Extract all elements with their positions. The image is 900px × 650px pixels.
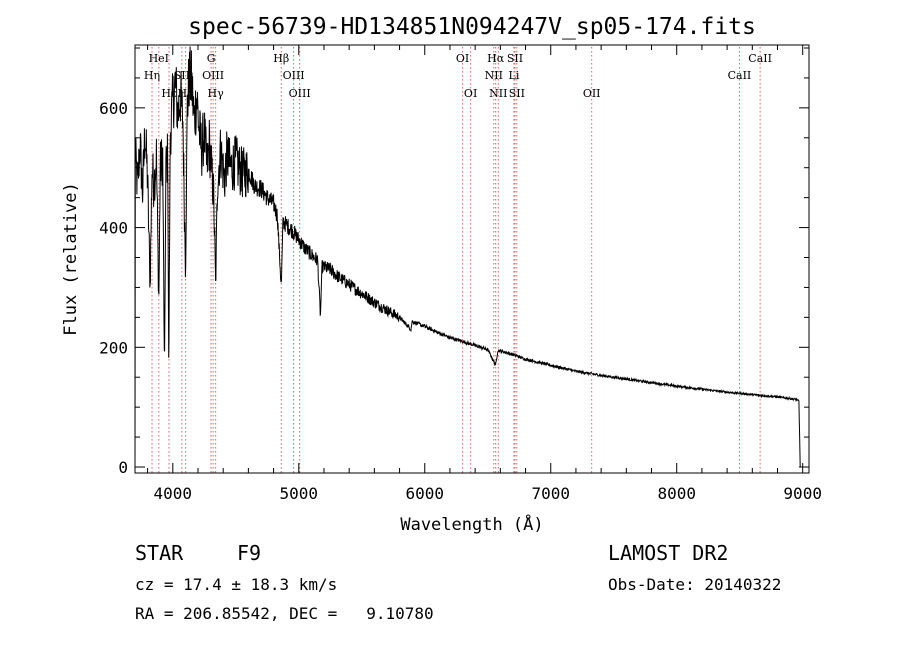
y-axis: 0 200 400 600 bbox=[99, 47, 809, 477]
y-tick-label: 0 bbox=[118, 458, 128, 477]
line-labels: HηHeIHεSIIHδGOIIIHγHβOIIIOIIIOIOINIIHαNI… bbox=[144, 52, 772, 100]
spectral-line-label: OI bbox=[456, 52, 469, 65]
object-class: STAR bbox=[135, 541, 184, 565]
spectral-line-label: NII bbox=[485, 69, 503, 82]
line-markers bbox=[151, 47, 761, 473]
spectral-line-label: CaII bbox=[748, 52, 772, 65]
x-tick-label: 7000 bbox=[531, 484, 570, 503]
spectral-line-label: OIII bbox=[289, 87, 311, 100]
x-axis-label: Wavelength (Å) bbox=[400, 513, 543, 535]
x-tick-label: 4000 bbox=[154, 484, 193, 503]
plot-frame bbox=[134, 44, 810, 474]
spectral-line-label: OIII bbox=[283, 69, 305, 82]
redshift-value: cz = 17.4 ± 18.3 km/s bbox=[135, 575, 338, 594]
chart-title: spec-56739-HD134851N094247V_sp05-174.fit… bbox=[188, 14, 756, 40]
spectral-line-label: CaII bbox=[728, 69, 752, 82]
spectral-line-label: G bbox=[207, 52, 216, 65]
coordinates: RA = 206.85542, DEC = 9.10780 bbox=[135, 604, 434, 623]
spectral-line-label: OI bbox=[464, 87, 477, 100]
spectral-line-label: Hη bbox=[144, 69, 160, 82]
spectral-line-label: HeI bbox=[149, 52, 169, 65]
x-tick-label: 8000 bbox=[657, 484, 696, 503]
object-subclass: F9 bbox=[237, 541, 262, 565]
x-tick-label: 6000 bbox=[405, 484, 444, 503]
spectral-line-label: Hα bbox=[487, 52, 505, 65]
spectral-line-label: Li bbox=[509, 69, 520, 82]
spectral-line-label: NII bbox=[489, 87, 507, 100]
y-tick-label: 400 bbox=[99, 219, 128, 238]
observation-date: Obs-Date: 20140322 bbox=[608, 575, 782, 594]
spectral-line-label: SII bbox=[509, 87, 525, 100]
spectral-line-label: OII bbox=[583, 87, 601, 100]
x-tick-label: 9000 bbox=[783, 484, 822, 503]
spectral-line-label: SII bbox=[174, 69, 190, 82]
spectral-line-label: Hγ bbox=[208, 87, 225, 100]
x-tick-label: 5000 bbox=[280, 484, 319, 503]
y-tick-label: 600 bbox=[99, 99, 128, 118]
survey-name: LAMOST DR2 bbox=[608, 541, 729, 565]
spectral-line-label: Hβ bbox=[273, 52, 289, 65]
spectral-line-label: SII bbox=[507, 52, 523, 65]
y-axis-label: Flux (relative) bbox=[61, 182, 81, 336]
y-tick-label: 200 bbox=[99, 338, 128, 357]
spectral-line-label: OIII bbox=[202, 69, 224, 82]
x-axis: 4000 5000 6000 7000 8000 9000 bbox=[147, 45, 822, 503]
spectrum-line bbox=[134, 46, 801, 468]
